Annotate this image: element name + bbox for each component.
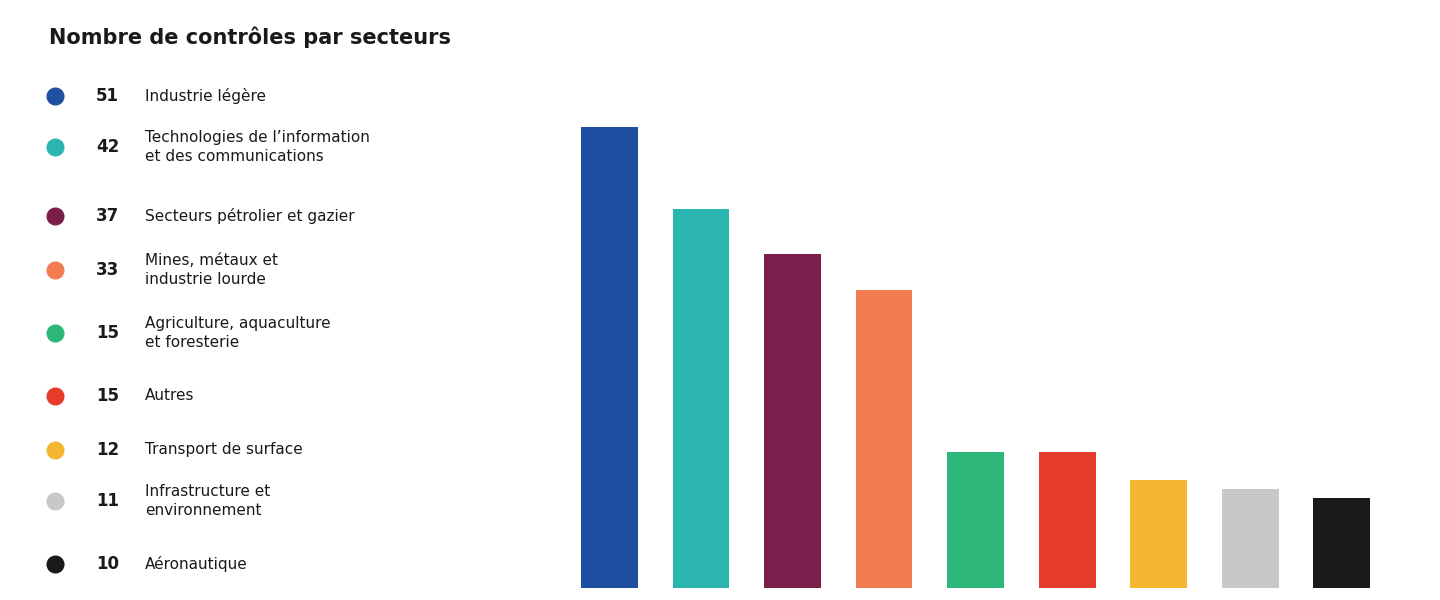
Text: 33: 33 [95, 261, 120, 279]
Text: 15: 15 [95, 324, 118, 342]
Bar [1313, 497, 1371, 588]
Bar [1038, 452, 1096, 588]
Text: Transport de surface: Transport de surface [145, 442, 302, 457]
Bar [948, 452, 1004, 588]
Text: 37: 37 [95, 207, 120, 225]
Text: 10: 10 [95, 555, 118, 573]
Text: Technologies de l’information
et des communications: Technologies de l’information et des com… [145, 130, 370, 164]
Text: Agriculture, aquaculture
et foresterie: Agriculture, aquaculture et foresterie [145, 316, 331, 350]
Text: 51: 51 [95, 87, 118, 105]
Text: Autres: Autres [145, 389, 194, 403]
Text: Infrastructure et
environnement: Infrastructure et environnement [145, 484, 271, 518]
Text: Industrie légère: Industrie légère [145, 88, 266, 104]
Bar [765, 254, 821, 588]
Text: Aéronautique: Aéronautique [145, 556, 248, 572]
Text: Secteurs pétrolier et gazier: Secteurs pétrolier et gazier [145, 208, 354, 224]
Bar [855, 290, 913, 588]
Text: 11: 11 [95, 492, 118, 510]
Text: 12: 12 [95, 441, 120, 459]
Text: 15: 15 [95, 387, 118, 405]
Bar [580, 127, 638, 588]
Text: 42: 42 [95, 138, 120, 156]
Bar [1223, 488, 1279, 588]
Text: Nombre de contrôles par secteurs: Nombre de contrôles par secteurs [49, 27, 451, 49]
Bar [1130, 479, 1187, 588]
Text: Mines, métaux et
industrie lourde: Mines, métaux et industrie lourde [145, 253, 278, 287]
Bar [672, 209, 729, 588]
